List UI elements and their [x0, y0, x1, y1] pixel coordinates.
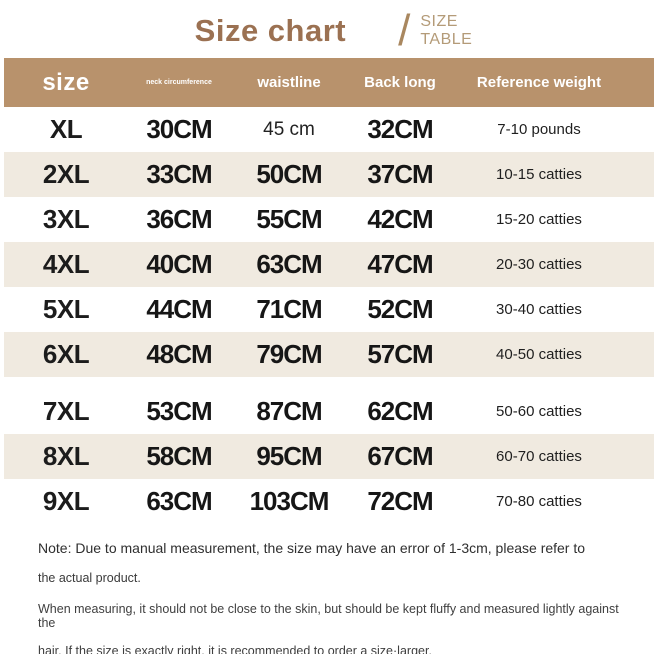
cell-weight: 60-70 catties [496, 448, 582, 465]
table-header-row: size neck circumference waistline Back l… [4, 58, 654, 107]
cell-size: 8XL [42, 441, 90, 471]
cell-neck: 58CM [146, 441, 212, 471]
header-neck-circumference: neck circumference [146, 79, 212, 86]
cell-neck: 33CM [146, 159, 212, 189]
table-row: 3XL 36CM 55CM 42CM 15-20 catties [4, 197, 654, 242]
cell-back-long: 47CM [367, 249, 433, 279]
note-line: When measuring, it should not be close t… [38, 602, 619, 630]
table-row: 2XL 33CM 50CM 37CM 10-15 catties [4, 152, 654, 197]
cell-size: 6XL [42, 339, 90, 369]
table-row: XL 30CM 45 cm 32CM 7-10 pounds [4, 107, 654, 152]
cell-waistline: 45 cm [263, 118, 315, 140]
table-row: 8XL 58CM 95CM 67CM 60-70 catties [4, 434, 654, 479]
cell-weight: 30-40 catties [496, 301, 582, 318]
cell-back-long: 52CM [367, 294, 433, 324]
cell-size: 5XL [42, 294, 90, 324]
cell-weight: 7-10 pounds [497, 121, 581, 138]
cell-size: 9XL [42, 486, 90, 516]
page-title: Size chart [194, 13, 347, 48]
note-line: hair. If the size is exactly right, it i… [38, 644, 432, 654]
cell-waistline: 79CM [256, 339, 322, 369]
notes-section: Note: Due to manual measurement, the siz… [0, 524, 667, 654]
cell-size: 2XL [42, 159, 90, 189]
cell-weight: 20-30 catties [496, 256, 582, 273]
cell-waistline: 95CM [256, 441, 322, 471]
cell-neck: 44CM [146, 294, 212, 324]
header-size: size [42, 68, 90, 96]
header-waistline: waistline [257, 74, 321, 91]
note-line: the actual product. [38, 571, 141, 585]
cell-waistline: 63CM [256, 249, 322, 279]
table-section-gap [4, 377, 654, 389]
header-reference-weight: Reference weight [476, 74, 602, 91]
header-back-long: Back long [364, 74, 436, 91]
size-chart-table: size neck circumference waistline Back l… [4, 58, 654, 524]
cell-weight: 70-80 catties [496, 493, 582, 510]
table-row: 9XL 63CM 103CM 72CM 70-80 catties [4, 479, 654, 524]
cell-neck: 40CM [146, 249, 212, 279]
cell-back-long: 62CM [367, 396, 433, 426]
page-subtitle-line1: SIZE [420, 12, 458, 30]
cell-weight: 40-50 catties [496, 346, 582, 363]
cell-size: 3XL [42, 204, 90, 234]
cell-back-long: 42CM [367, 204, 433, 234]
table-row: 5XL 44CM 71CM 52CM 30-40 catties [4, 287, 654, 332]
cell-waistline: 87CM [256, 396, 322, 426]
cell-back-long: 37CM [367, 159, 433, 189]
note-line: Note: Due to manual measurement, the siz… [38, 540, 586, 556]
cell-weight: 10-15 catties [496, 166, 582, 183]
cell-waistline: 103CM [249, 486, 330, 516]
page-subtitle: SIZE TABLE [420, 13, 472, 50]
cell-neck: 30CM [146, 114, 212, 144]
cell-back-long: 32CM [367, 114, 433, 144]
cell-neck: 48CM [146, 339, 212, 369]
cell-size: 7XL [42, 396, 90, 426]
page-subtitle-line2: TABLE [420, 31, 473, 48]
slash-divider: / [398, 6, 411, 55]
cell-waistline: 50CM [256, 159, 322, 189]
cell-back-long: 72CM [367, 486, 433, 516]
cell-size: 4XL [42, 249, 90, 279]
cell-waistline: 55CM [256, 204, 322, 234]
cell-back-long: 67CM [367, 441, 433, 471]
cell-neck: 63CM [146, 486, 212, 516]
cell-waistline: 71CM [256, 294, 322, 324]
table-row: 6XL 48CM 79CM 57CM 40-50 catties [4, 332, 654, 377]
cell-back-long: 57CM [367, 339, 433, 369]
table-row: 7XL 53CM 87CM 62CM 50-60 catties [4, 389, 654, 434]
cell-neck: 53CM [146, 396, 212, 426]
cell-weight: 50-60 catties [496, 403, 582, 420]
cell-size: XL [49, 114, 83, 144]
table-row: 4XL 40CM 63CM 47CM 20-30 catties [4, 242, 654, 287]
cell-neck: 36CM [146, 204, 212, 234]
cell-weight: 15-20 catties [496, 211, 582, 228]
title-area: Size chart / SIZE TABLE [0, 0, 667, 58]
